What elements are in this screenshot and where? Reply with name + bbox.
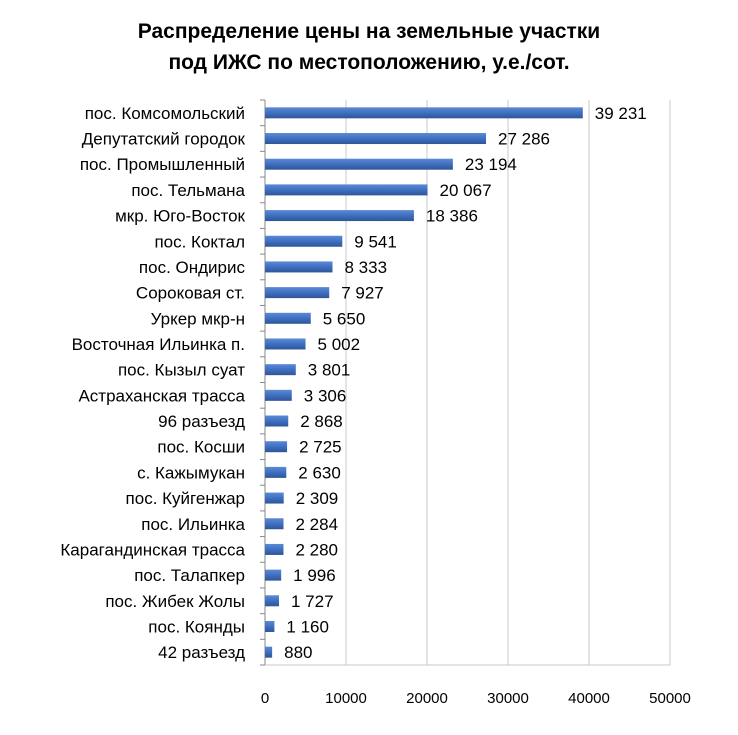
bar	[265, 287, 330, 299]
data-label: 2 868	[300, 412, 343, 431]
data-label: 2 309	[296, 489, 339, 508]
data-label: 880	[284, 643, 312, 662]
data-label: 8 333	[344, 258, 387, 277]
bar	[265, 569, 282, 581]
bar	[265, 595, 279, 607]
data-label: 2 284	[296, 515, 339, 534]
category-label: пос. Ильинка	[141, 515, 245, 534]
bar	[265, 107, 583, 119]
bars	[265, 107, 583, 658]
bar	[265, 133, 487, 145]
bar	[265, 364, 296, 376]
category-label: Сороковая ст.	[136, 284, 245, 303]
category-label: пос. Ондирис	[139, 258, 246, 277]
data-label: 18 386	[426, 207, 478, 226]
data-label: 39 231	[595, 104, 647, 123]
x-axis: 0 10000 20000 30000 40000 50000	[261, 690, 691, 707]
bar	[265, 543, 284, 555]
category-labels: пос. Комсомольский Депутатский городок пос…	[60, 104, 245, 662]
data-label: 27 286	[498, 130, 550, 149]
data-label: 2 630	[298, 463, 341, 482]
data-label: 3 801	[308, 361, 351, 380]
category-label: Карагандинская трасса	[60, 540, 245, 559]
data-label: 9 541	[354, 232, 397, 251]
bar	[265, 466, 287, 478]
data-label: 3 306	[304, 386, 347, 405]
value-labels: 39 231 27 286 23 194 20 067 18 386 9 541 8 333…	[284, 104, 647, 662]
bar	[265, 261, 333, 273]
category-label: Депутатский городок	[82, 130, 246, 149]
category-label: пос. Кызыл суат	[118, 361, 245, 380]
x-tick-label: 30000	[487, 690, 529, 707]
bar	[265, 184, 428, 196]
data-label: 1 996	[293, 566, 336, 585]
x-tick-label: 40000	[568, 690, 610, 707]
data-label: 1 727	[291, 592, 334, 611]
chart-title-line-1: Распределение цены на земельные участки	[137, 20, 601, 43]
bar	[265, 620, 275, 632]
category-label: пос. Тельмана	[131, 181, 245, 200]
category-label: пос. Комсомольский	[85, 104, 245, 123]
category-label: пос. Промышленный	[80, 155, 245, 174]
bar	[265, 158, 453, 170]
bar	[265, 415, 289, 427]
data-label: 7 927	[341, 284, 384, 303]
bar	[265, 389, 292, 401]
bar	[265, 646, 273, 658]
bar	[265, 518, 284, 530]
chart-title-line-2: под ИЖС по местоположению, у.е./сот.	[168, 51, 570, 74]
x-tick-label: 0	[261, 690, 269, 707]
category-label: Восточная Ильинка п.	[72, 335, 245, 354]
bar	[265, 338, 306, 350]
data-label: 23 194	[465, 155, 517, 174]
category-label: пос. Жибек Жолы	[105, 592, 245, 611]
category-label: пос. Косши	[157, 438, 245, 457]
bar	[265, 492, 284, 504]
category-label: с. Кажымукан	[137, 463, 245, 482]
data-label: 20 067	[440, 181, 492, 200]
category-label: 96 разъезд	[158, 412, 245, 431]
x-tick-label: 50000	[649, 690, 691, 707]
category-label: пос. Коктал	[154, 232, 245, 251]
x-tick-label: 20000	[406, 690, 448, 707]
bar	[265, 235, 343, 247]
category-label: Уркер мкр-н	[151, 309, 245, 328]
data-label: 1 160	[286, 617, 329, 636]
bar	[265, 210, 414, 222]
data-label: 2 725	[299, 438, 342, 457]
data-label: 5 002	[318, 335, 361, 354]
category-label: пос. Талапкер	[134, 566, 245, 585]
bar	[265, 312, 311, 324]
category-label: 42 разъезд	[158, 643, 245, 662]
data-label: 2 280	[295, 540, 338, 559]
category-label: Астраханская трасса	[78, 386, 245, 405]
chart-title: Распределение цены на земельные участки …	[0, 16, 738, 78]
category-label: пос. Куйгенжар	[126, 489, 245, 508]
bar	[265, 441, 288, 453]
x-tick-label: 10000	[325, 690, 367, 707]
category-label: пос. Коянды	[148, 617, 245, 636]
category-label: мкр. Юго-Восток	[115, 207, 245, 226]
data-label: 5 650	[323, 309, 366, 328]
